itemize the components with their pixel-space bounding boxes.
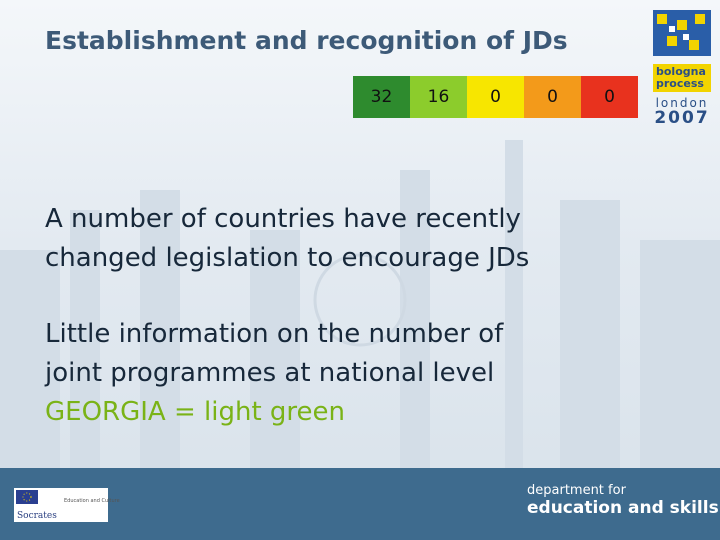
score-cell: 0 (581, 76, 638, 118)
slide-title: Establishment and recognition of JDs (45, 26, 568, 55)
eu-flag (16, 490, 38, 504)
text-line: Little information on the number of (45, 319, 504, 349)
department-text: department for (527, 483, 626, 498)
score-cell: 0 (467, 76, 524, 118)
bologna-logo: bologna process london 2007 (653, 10, 711, 128)
text-line: GEORGIA = light green (45, 397, 346, 427)
socrates-logo: Education and Culture Socrates (14, 488, 120, 522)
score-cell: 0 (524, 76, 581, 118)
text-line: joint programmes at national level (45, 358, 495, 388)
department-text: education and skills (527, 498, 719, 518)
score-cell: 32 (353, 76, 410, 118)
logo-text: bologna (656, 65, 706, 78)
skyline-background (0, 140, 720, 470)
text-line: changed legislation to encourage JDs (45, 243, 530, 273)
paragraph: Little information on the number of joint… (45, 315, 503, 432)
footer: Education and Culture Socrates departmen… (0, 468, 720, 540)
logo-text: 2007 (654, 108, 710, 128)
score-row: 32 16 0 0 0 (353, 76, 638, 118)
logo-graphic (653, 10, 711, 56)
logo-text: london (655, 96, 709, 110)
paragraph: A number of countries have recently chang… (45, 200, 529, 278)
score-cell: 16 (410, 76, 467, 118)
socrates-label: Socrates (17, 511, 57, 521)
logo-label: bologna process (653, 64, 711, 92)
eu-caption: Education and Culture (64, 498, 120, 504)
text-line: A number of countries have recently (45, 204, 521, 234)
logo-text: process (656, 77, 704, 90)
